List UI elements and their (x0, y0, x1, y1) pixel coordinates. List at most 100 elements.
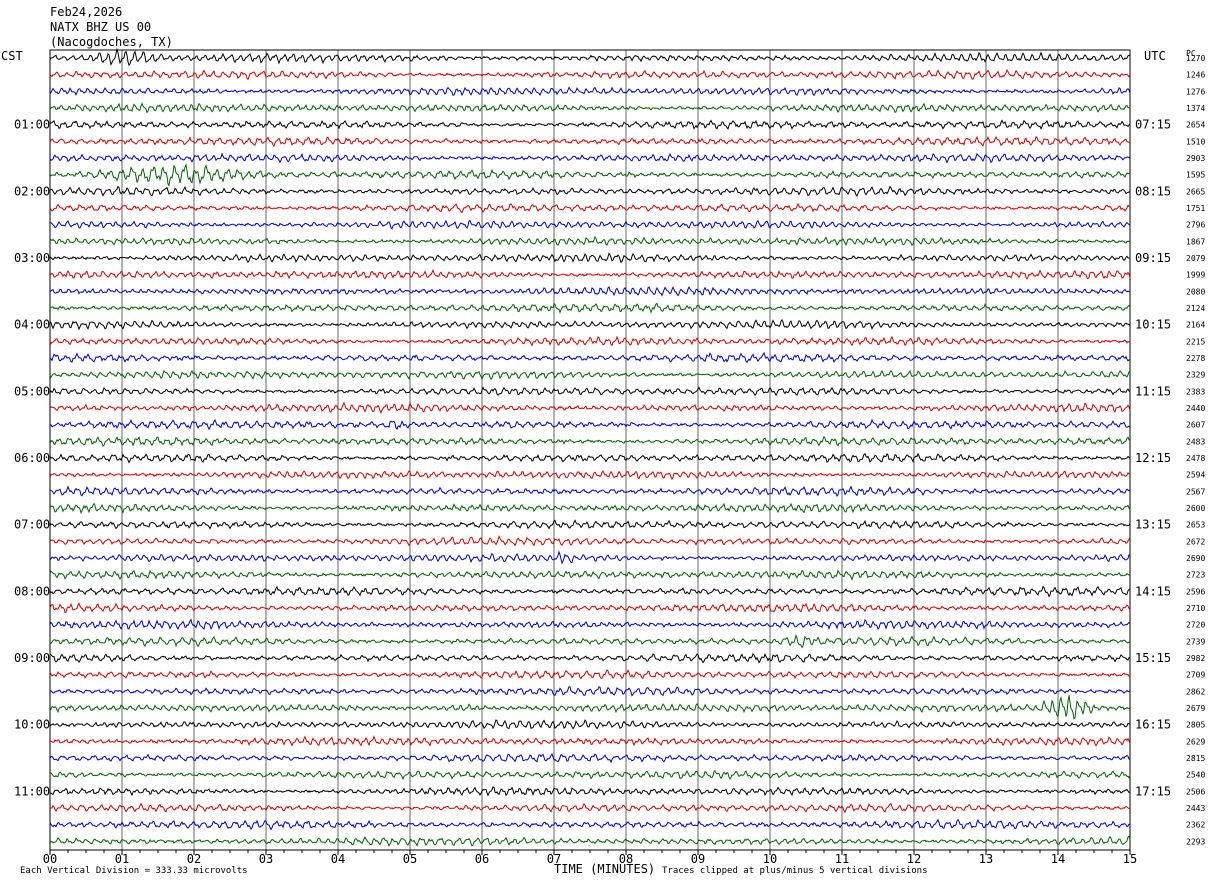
utc-hour-label: 08:15 (1135, 184, 1171, 198)
seismic-trace (49, 135, 1131, 147)
seismic-trace (49, 669, 1131, 680)
seismic-trace (49, 435, 1131, 447)
header-location: (Nacogdoches, TX) (50, 35, 173, 49)
seismic-trace (49, 102, 1131, 114)
trace-pc-value: 2903 (1186, 154, 1205, 163)
x-tick-label: 00 (43, 852, 57, 866)
seismic-trace (49, 695, 1131, 720)
seismic-trace (49, 235, 1131, 247)
trace-pc-value: 2594 (1186, 471, 1205, 480)
seismic-trace (49, 470, 1131, 481)
trace-pc-value: 2293 (1186, 837, 1205, 846)
x-tick-label: 12 (907, 852, 921, 866)
trace-pc-value: 1270 (1186, 54, 1205, 63)
seismic-trace (49, 252, 1131, 264)
trace-pc-value: 2278 (1186, 354, 1205, 363)
trace-pc-value: 1999 (1186, 271, 1205, 280)
x-tick-label: 13 (979, 852, 993, 866)
trace-pc-value: 2478 (1186, 454, 1205, 463)
trace-pc-value: 1374 (1186, 104, 1205, 113)
cst-hour-label: 03:00 (14, 251, 50, 265)
trace-pc-value: 2796 (1186, 221, 1205, 230)
utc-hour-label: 17:15 (1135, 784, 1171, 798)
seismic-trace (49, 735, 1131, 747)
seismic-trace (49, 769, 1131, 781)
seismic-trace (49, 47, 1131, 67)
x-tick-label: 09 (691, 852, 705, 866)
trace-pc-value: 2665 (1186, 187, 1205, 196)
trace-pc-value: 2654 (1186, 121, 1205, 130)
trace-pc-value: 2215 (1186, 337, 1205, 346)
seismic-trace (49, 369, 1131, 381)
x-tick-label: 15 (1123, 852, 1137, 866)
trace-pc-value: 2653 (1186, 521, 1205, 530)
x-tick-label: 03 (259, 852, 273, 866)
cst-axis-label: CST (1, 49, 23, 63)
trace-pc-value: 2805 (1186, 721, 1205, 730)
seismic-trace (49, 152, 1131, 164)
seismic-trace (49, 602, 1131, 614)
seismic-trace (49, 818, 1131, 831)
header-date: Feb24,2026 (50, 5, 123, 19)
utc-hour-label: 10:15 (1135, 318, 1171, 332)
seismic-trace (49, 802, 1131, 814)
trace-pc-value: 2720 (1186, 621, 1205, 630)
trace-pc-value: 2443 (1186, 804, 1205, 813)
utc-hour-label: 15:15 (1135, 651, 1171, 665)
trace-pc-value: 2506 (1186, 787, 1205, 796)
trace-pc-value: 2567 (1186, 487, 1205, 496)
trace-pc-value: 2690 (1186, 554, 1205, 563)
trace-pc-value: 2629 (1186, 737, 1205, 746)
x-tick-label: 07 (547, 852, 561, 866)
cst-hour-label: 07:00 (14, 518, 50, 532)
trace-pc-value: 1510 (1186, 137, 1205, 146)
seismic-trace (49, 386, 1131, 397)
seismic-trace (49, 452, 1131, 464)
seismic-trace (49, 68, 1131, 81)
x-axis-title: TIME (MINUTES) (554, 862, 656, 876)
x-tick-label: 08 (619, 852, 633, 866)
x-tick-label: 02 (187, 852, 201, 866)
seismic-trace (49, 335, 1130, 347)
trace-pc-value: 2383 (1186, 387, 1205, 396)
seismic-trace (49, 519, 1131, 530)
seismic-trace (49, 285, 1131, 297)
trace-pc-value: 2483 (1186, 437, 1205, 446)
x-tick-label: 04 (331, 852, 345, 866)
seismic-trace (49, 162, 1131, 187)
trace-pc-value: 2362 (1186, 821, 1205, 830)
trace-pc-value: 2709 (1186, 671, 1205, 680)
seismic-trace (49, 535, 1131, 547)
trace-pc-value: 2164 (1186, 321, 1205, 330)
cst-hour-label: 08:00 (14, 584, 50, 598)
trace-pc-value: 2739 (1186, 637, 1205, 646)
x-tick-label: 06 (475, 852, 489, 866)
seismic-trace (49, 835, 1131, 847)
trace-pc-value: 2982 (1186, 654, 1205, 663)
trace-pc-value: 2124 (1186, 304, 1205, 313)
trace-pc-value: 1595 (1186, 171, 1205, 180)
trace-pc-value: 2329 (1186, 371, 1205, 380)
utc-hour-label: 16:15 (1135, 718, 1171, 732)
seismic-trace (49, 786, 1131, 797)
trace-pc-value: 1867 (1186, 237, 1205, 246)
seismic-trace (49, 219, 1131, 230)
trace-pc-value: 2080 (1186, 287, 1205, 296)
utc-hour-label: 14:15 (1135, 584, 1171, 598)
cst-hour-label: 11:00 (14, 784, 50, 798)
utc-hour-label: 07:15 (1135, 118, 1171, 132)
seismic-trace (49, 502, 1131, 515)
seismic-trace (49, 633, 1131, 649)
trace-pc-value: 1246 (1186, 71, 1205, 80)
pc-column-label: PC (1186, 49, 1196, 58)
seismic-trace (49, 418, 1131, 431)
trace-pc-value: 2815 (1186, 754, 1205, 763)
utc-hour-label: 13:15 (1135, 518, 1171, 532)
seismic-trace (49, 185, 1131, 198)
seismic-trace (49, 618, 1131, 631)
seismic-trace (49, 318, 1131, 331)
trace-pc-value: 2710 (1186, 604, 1205, 613)
trace-pc-value: 1276 (1186, 87, 1205, 96)
trace-pc-value: 2596 (1186, 587, 1205, 596)
plot-frame (49, 49, 1131, 851)
